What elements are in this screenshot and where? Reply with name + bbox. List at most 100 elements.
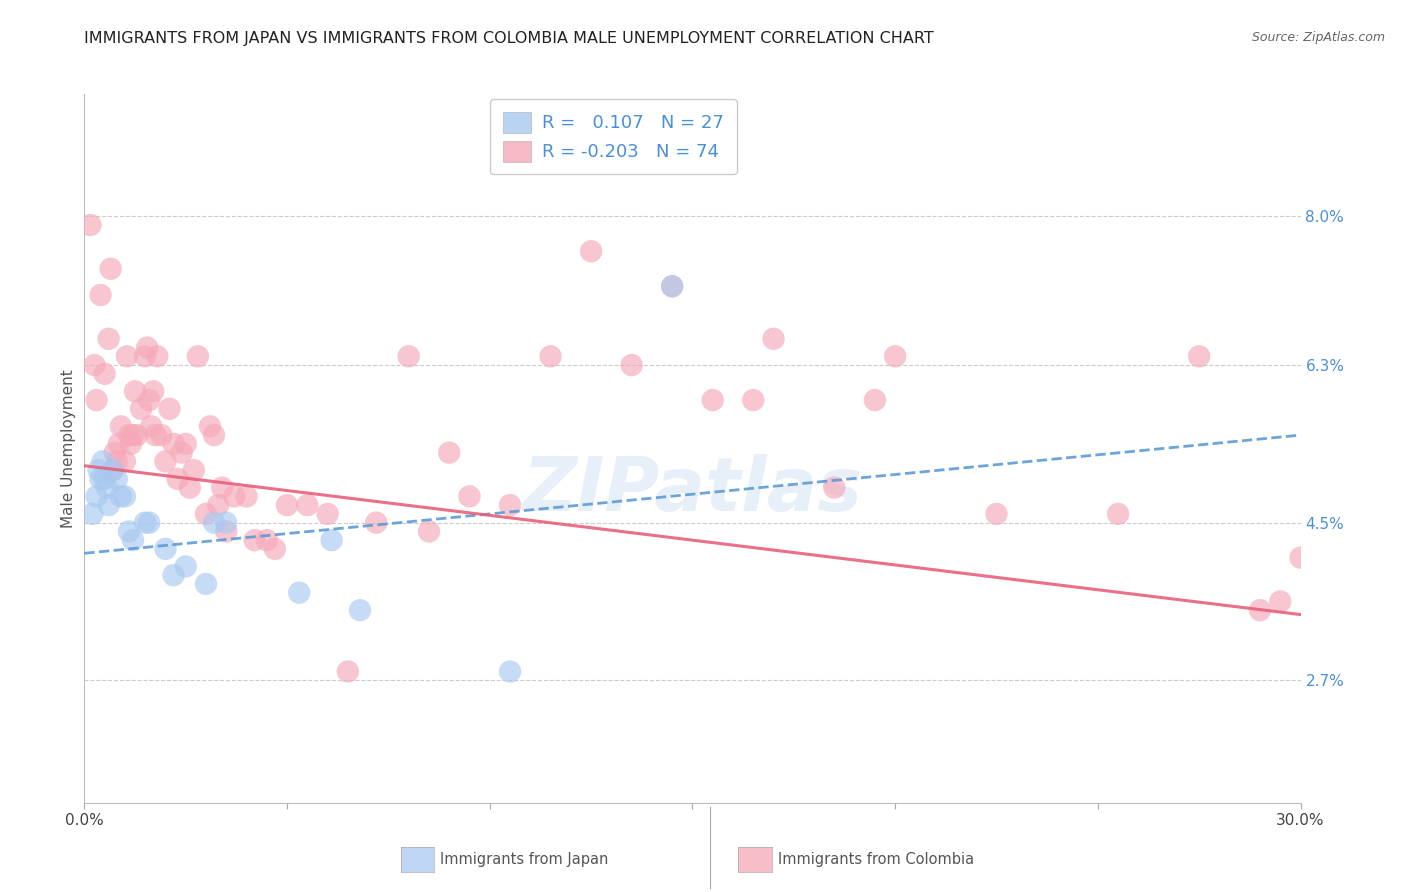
Point (458, 489, 481, 503)
Point (104, 445, 127, 459)
Point (115, 349, 138, 363)
Point (97, 332, 120, 346)
Point (138, 393, 160, 408)
Point (1249, 603, 1271, 617)
Point (202, 428, 225, 442)
Point (211, 481, 233, 495)
Point (124, 384, 146, 399)
Point (215, 524, 238, 539)
Point (97, 498, 120, 512)
Point (215, 516, 238, 530)
Point (90, 288, 112, 302)
Point (194, 507, 217, 521)
Point (579, 244, 602, 259)
Point (136, 341, 159, 355)
Point (863, 393, 886, 408)
Text: Immigrants from Japan: Immigrants from Japan (440, 853, 609, 867)
Point (398, 349, 420, 363)
Point (105, 472, 128, 486)
Point (499, 498, 522, 512)
Point (122, 428, 145, 442)
Point (224, 489, 246, 503)
Point (90, 472, 112, 486)
Point (1289, 550, 1312, 565)
Point (276, 498, 298, 512)
Point (742, 393, 765, 408)
Point (702, 393, 724, 408)
Point (986, 507, 1008, 521)
Point (155, 454, 177, 468)
Point (235, 489, 257, 503)
Point (96, 481, 118, 495)
Point (823, 481, 845, 495)
Point (150, 428, 173, 442)
Point (316, 507, 339, 521)
Point (129, 401, 152, 416)
Point (110, 419, 132, 434)
Point (86, 393, 108, 408)
Point (87, 463, 110, 477)
Point (141, 419, 163, 434)
Point (499, 665, 522, 679)
Point (202, 516, 225, 530)
Point (143, 428, 166, 442)
Point (162, 568, 184, 582)
Point (159, 401, 181, 416)
Point (762, 332, 785, 346)
Point (288, 585, 311, 599)
Point (540, 349, 562, 363)
Point (114, 489, 136, 503)
Point (108, 437, 131, 451)
Point (101, 463, 124, 477)
Point (174, 437, 197, 451)
Point (83, 358, 105, 372)
Point (125, 428, 148, 442)
Point (256, 533, 278, 548)
Point (122, 533, 145, 548)
Point (297, 498, 319, 512)
Point (1107, 507, 1129, 521)
Text: Immigrants from Colombia: Immigrants from Colombia (778, 853, 973, 867)
Point (1270, 594, 1292, 608)
Point (321, 533, 343, 548)
Point (118, 524, 141, 539)
Point (366, 516, 388, 530)
Point (194, 577, 217, 591)
Point (439, 445, 461, 459)
Point (142, 384, 165, 399)
Y-axis label: Male Unemployment: Male Unemployment (60, 369, 76, 527)
Point (134, 349, 156, 363)
Point (146, 349, 169, 363)
Point (170, 445, 193, 459)
Point (884, 349, 907, 363)
Point (110, 489, 132, 503)
Point (79, 218, 101, 232)
Point (187, 349, 209, 363)
Point (93, 367, 115, 381)
Point (264, 541, 287, 556)
Legend: R =   0.107   N = 27, R = -0.203   N = 74: R = 0.107 N = 27, R = -0.203 N = 74 (489, 99, 737, 174)
Point (86, 489, 108, 503)
Point (105, 454, 128, 468)
Point (1188, 349, 1211, 363)
Point (207, 498, 229, 512)
Point (118, 428, 141, 442)
Point (101, 463, 124, 477)
Text: ZIPatlas: ZIPatlas (523, 454, 862, 527)
Point (91, 454, 114, 468)
Point (243, 533, 266, 548)
Point (179, 481, 201, 495)
Point (336, 665, 359, 679)
Point (82, 507, 104, 521)
Point (93, 472, 115, 486)
Text: Source: ZipAtlas.com: Source: ZipAtlas.com (1251, 31, 1385, 45)
Point (198, 419, 221, 434)
Point (174, 559, 197, 574)
Point (620, 358, 643, 372)
Point (100, 261, 122, 276)
Point (138, 516, 160, 530)
Point (349, 603, 371, 617)
Point (418, 524, 440, 539)
Point (661, 279, 683, 293)
Point (166, 472, 188, 486)
